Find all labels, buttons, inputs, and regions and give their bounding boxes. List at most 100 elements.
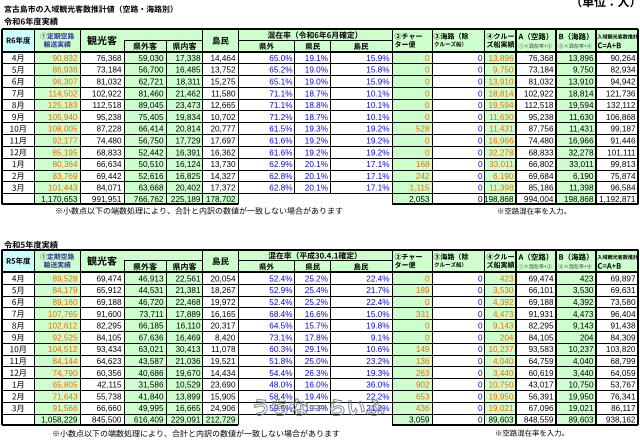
svg-text:75,874: 75,874 bbox=[610, 172, 635, 181]
svg-text:423: 423 bbox=[500, 274, 514, 283]
svg-text:32,278: 32,278 bbox=[488, 148, 513, 157]
svg-text:9,143: 9,143 bbox=[573, 322, 594, 331]
svg-text:16,966: 16,966 bbox=[568, 137, 593, 146]
svg-text:263: 263 bbox=[416, 369, 430, 378]
svg-text:96,404: 96,404 bbox=[610, 310, 635, 319]
svg-text:0: 0 bbox=[478, 101, 483, 110]
svg-text:0: 0 bbox=[425, 89, 430, 98]
svg-text:225,189: 225,189 bbox=[171, 195, 201, 204]
svg-text:108,005: 108,005 bbox=[48, 125, 78, 134]
svg-text:82,934: 82,934 bbox=[610, 66, 635, 75]
svg-text:11,398: 11,398 bbox=[489, 184, 514, 193]
svg-text:86,117: 86,117 bbox=[611, 404, 636, 413]
svg-text:69,631: 69,631 bbox=[610, 286, 635, 295]
svg-text:16,165: 16,165 bbox=[210, 310, 235, 319]
svg-text:1,170,653: 1,170,653 bbox=[41, 195, 78, 204]
svg-text:63,021: 63,021 bbox=[138, 345, 163, 354]
svg-text:15.9%: 15.9% bbox=[366, 78, 389, 87]
svg-text:3,440: 3,440 bbox=[493, 369, 514, 378]
svg-text:106,868: 106,868 bbox=[606, 113, 636, 122]
svg-text:29.1%: 29.1% bbox=[305, 345, 328, 354]
svg-text:26.3%: 26.3% bbox=[305, 369, 328, 378]
svg-text:19.8%: 19.8% bbox=[366, 322, 389, 331]
svg-text:71,643: 71,643 bbox=[52, 392, 77, 401]
svg-text:20,054: 20,054 bbox=[210, 274, 235, 283]
svg-text:11,630: 11,630 bbox=[569, 113, 594, 122]
svg-text:56,700: 56,700 bbox=[138, 66, 163, 75]
svg-text:64,759: 64,759 bbox=[528, 357, 553, 366]
svg-text:101,111: 101,111 bbox=[607, 148, 636, 157]
svg-text:19.2%: 19.2% bbox=[366, 125, 389, 134]
svg-text:68,799: 68,799 bbox=[610, 357, 635, 366]
svg-text:16,391: 16,391 bbox=[175, 148, 200, 157]
svg-text:19.2%: 19.2% bbox=[366, 148, 389, 157]
svg-text:0: 0 bbox=[425, 274, 430, 283]
svg-text:76,341: 76,341 bbox=[610, 392, 635, 401]
svg-text:55,738: 55,738 bbox=[96, 392, 121, 401]
svg-text:65.0%: 65.0% bbox=[269, 54, 292, 63]
svg-text:19.2%: 19.2% bbox=[366, 137, 389, 146]
svg-text:95,238: 95,238 bbox=[528, 113, 553, 122]
svg-text:84,071: 84,071 bbox=[96, 184, 121, 193]
svg-text:54.4%: 54.4% bbox=[269, 369, 292, 378]
svg-text:14,434: 14,434 bbox=[210, 369, 235, 378]
svg-text:19,594: 19,594 bbox=[488, 101, 513, 110]
svg-text:0: 0 bbox=[478, 66, 483, 75]
svg-text:87,756: 87,756 bbox=[528, 125, 553, 134]
svg-text:16,825: 16,825 bbox=[175, 172, 200, 181]
svg-text:0: 0 bbox=[478, 298, 483, 307]
svg-text:1,058,229: 1,058,229 bbox=[41, 415, 78, 424]
svg-text:1,115: 1,115 bbox=[410, 184, 430, 193]
svg-text:436: 436 bbox=[416, 404, 430, 413]
svg-text:0: 0 bbox=[425, 148, 430, 157]
svg-text:82,295: 82,295 bbox=[96, 322, 121, 331]
svg-text:766,762: 766,762 bbox=[134, 195, 164, 204]
svg-text:73,184: 73,184 bbox=[96, 66, 121, 75]
svg-text:0: 0 bbox=[478, 137, 483, 146]
svg-text:17.1%: 17.1% bbox=[366, 160, 389, 169]
svg-text:13,910: 13,910 bbox=[488, 78, 513, 87]
svg-text:89,603: 89,603 bbox=[488, 415, 513, 424]
svg-text:15,275: 15,275 bbox=[210, 78, 235, 87]
svg-text:80,364: 80,364 bbox=[52, 160, 77, 169]
svg-text:902: 902 bbox=[416, 381, 430, 390]
svg-text:15.0%: 15.0% bbox=[366, 310, 389, 319]
svg-text:11,431: 11,431 bbox=[489, 125, 514, 134]
svg-text:90,264: 90,264 bbox=[610, 54, 635, 63]
svg-text:71.1%: 71.1% bbox=[269, 101, 292, 110]
svg-text:62.8%: 62.8% bbox=[269, 172, 292, 181]
svg-text:56,391: 56,391 bbox=[528, 392, 553, 401]
svg-text:0: 0 bbox=[425, 298, 430, 307]
svg-text:991,951: 991,951 bbox=[92, 195, 122, 204]
svg-text:229,091: 229,091 bbox=[171, 415, 201, 424]
svg-text:19.3%: 19.3% bbox=[305, 125, 328, 134]
svg-text:0: 0 bbox=[425, 66, 430, 75]
svg-text:0: 0 bbox=[478, 404, 483, 413]
svg-text:19.2%: 19.2% bbox=[305, 137, 328, 146]
svg-text:14,327: 14,327 bbox=[210, 172, 235, 181]
svg-text:4,040: 4,040 bbox=[493, 357, 514, 366]
svg-text:56,750: 56,750 bbox=[138, 137, 163, 146]
svg-text:136: 136 bbox=[416, 357, 430, 366]
svg-text:89,603: 89,603 bbox=[568, 415, 593, 424]
svg-text:62,721: 62,721 bbox=[138, 78, 163, 87]
svg-text:66,634: 66,634 bbox=[96, 160, 121, 169]
svg-text:42,115: 42,115 bbox=[97, 381, 122, 390]
svg-text:69,442: 69,442 bbox=[96, 172, 121, 181]
svg-text:0: 0 bbox=[478, 125, 483, 134]
svg-text:92,525: 92,525 bbox=[52, 333, 77, 342]
svg-text:9,750: 9,750 bbox=[493, 66, 514, 75]
svg-text:0: 0 bbox=[425, 113, 430, 122]
svg-text:65.2%: 65.2% bbox=[269, 66, 292, 75]
svg-text:85,186: 85,186 bbox=[528, 184, 553, 193]
svg-text:69,188: 69,188 bbox=[528, 298, 553, 307]
svg-text:65.1%: 65.1% bbox=[269, 78, 292, 87]
svg-text:4,473: 4,473 bbox=[573, 310, 594, 319]
svg-text:10,237: 10,237 bbox=[488, 345, 513, 354]
svg-text:9.1%: 9.1% bbox=[371, 333, 390, 342]
svg-text:99,187: 99,187 bbox=[610, 125, 635, 134]
svg-text:21,381: 21,381 bbox=[175, 286, 200, 295]
svg-text:18,814: 18,814 bbox=[568, 89, 593, 98]
svg-text:101,443: 101,443 bbox=[48, 184, 78, 193]
svg-text:85,195: 85,195 bbox=[52, 148, 77, 157]
